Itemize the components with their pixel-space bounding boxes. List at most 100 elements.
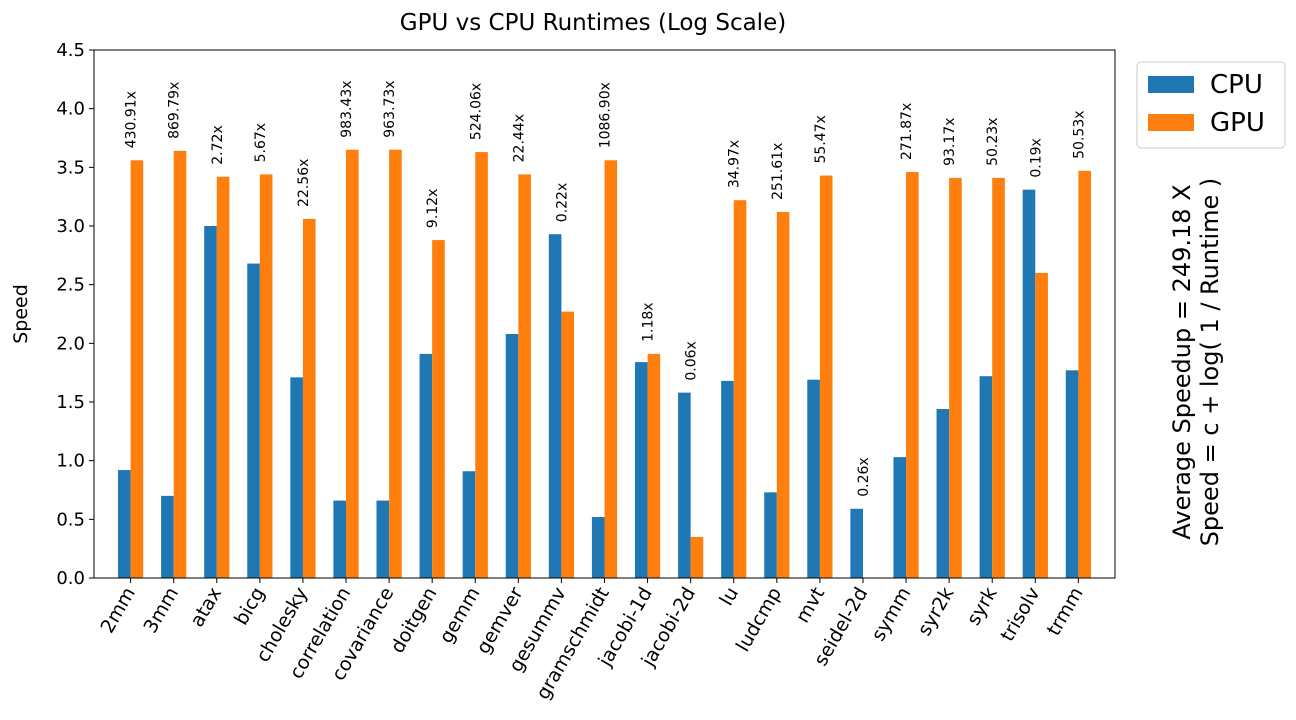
average-speedup-text: Average Speedup = 249.18 X [1168,184,1196,539]
cpu-bar [161,495,174,578]
gpu-bars [130,149,1091,579]
gpu-bar [604,160,618,578]
cpu-bar [678,392,691,578]
gpu-bar [216,176,230,578]
cpu-bar [850,508,863,578]
x-axis: 2mm 3mm atax bicgcholeskycorrelationcovaria… [96,578,1088,703]
legend-swatch-cpu [1148,76,1194,93]
cpu-bar [721,380,734,578]
cpu-bar [807,379,820,578]
x-tick-label: 3mm [139,584,183,638]
cpu-bar [333,500,347,578]
gpu-bar [130,160,144,578]
y-tick-label: 1.5 [56,392,85,413]
y-tick-label: 0.5 [56,509,85,530]
gpu-bar [647,353,661,578]
gpu-bar [432,240,445,578]
x-tick-label: syr2k [913,584,958,640]
legend: CPU GPU [1136,61,1286,149]
x-tick-label: symm [867,584,915,645]
gpu-bar [906,172,919,578]
speedup-label: 22.44x [511,114,527,162]
x-tick-label: bicg [230,584,269,630]
x-tick-label: syrk [963,584,1002,630]
gpu-bar [949,177,962,579]
y-axis-title: Speed [10,284,32,344]
gpu-bar [475,152,488,578]
speedup-label: 983.43x [339,80,355,137]
y-tick-label: 1.0 [56,451,85,472]
speedup-label: 1086.90x [598,82,614,148]
x-tick-label: mvt [792,584,830,627]
y-tick-label: 4.5 [56,40,85,61]
x-tick-label: atax [186,584,226,631]
cpu-bar [118,470,131,578]
x-tick-label: 2mm [96,584,140,638]
y-axis: 0.0 0.5 1.0 1.5 2.0 2.5 3.0 3.5 4.0 4.5 [56,40,94,589]
cpu-bar [979,376,993,578]
cpu-bar [634,362,648,578]
gpu-bar [518,174,531,578]
speedup-label: 50.53x [1071,110,1087,158]
gpu-bar [1035,272,1048,578]
y-tick-label: 2.5 [56,275,85,296]
gpu-bar [992,177,1005,579]
speedup-label: 2.72x [210,125,226,164]
gpu-bar [819,175,833,578]
gpu-bar [346,149,359,578]
y-tick-label: 2.0 [56,333,85,354]
x-tick-label: trisolv [996,584,1044,646]
cpu-bar [290,377,303,578]
x-tick-label: trmm [1043,584,1088,640]
cpu-bar [548,234,562,579]
cpu-bar [764,492,777,578]
speedup-label: 50.23x [985,118,1001,166]
legend-swatch-gpu [1148,114,1194,131]
speedup-label: 524.06x [468,83,484,140]
gpu-bar [1078,170,1091,578]
y-tick-label: 3.5 [56,157,85,178]
side-annotation: Average Speedup = 249.18 X Speed = c + l… [1168,178,1224,547]
speedup-label: 963.73x [382,80,398,137]
speedup-label: 55.47x [813,115,829,163]
speedup-label: 869.79x [167,82,183,139]
speedup-label: 251.61x [770,143,786,200]
speedup-label: 271.87x [899,103,915,160]
cpu-bar [1022,189,1036,579]
chart-title: GPU vs CPU Runtimes (Log Scale) [400,10,786,36]
cpu-bar [936,409,950,578]
gpu-bar [259,174,273,578]
y-tick-label: 0.0 [56,568,85,589]
legend-label-cpu: CPU [1210,70,1263,100]
cpu-bar [376,500,390,578]
speedup-label: 1.18x [641,302,657,341]
speed-formula-text: Speed = c + log( 1 / Runtime ) [1196,178,1224,547]
speedup-label: 93.17x [942,118,958,166]
cpu-bar [462,471,476,578]
cpu-bar [1065,370,1079,578]
x-tick-label: lu [715,584,743,610]
gpu-bar [389,149,402,578]
speedup-label: 0.26x [856,457,872,496]
cpu-bar [247,263,260,578]
y-tick-label: 4.0 [56,99,85,120]
speedup-label: 34.97x [727,140,743,188]
gpu-bar [690,536,704,578]
gpu-bar [776,211,790,579]
speedup-label: 22.56x [296,159,312,207]
cpu-bar [204,226,217,578]
legend-label-gpu: GPU [1210,108,1265,138]
y-tick-label: 3.0 [56,216,85,237]
cpu-bars [118,189,1079,579]
speedup-label: 0.22x [554,183,570,222]
speedup-label: 0.19x [1028,138,1044,177]
speedup-label: 5.67x [253,123,269,162]
cpu-bar [419,353,433,578]
speedup-label: 9.12x [425,189,441,228]
gpu-bar [173,150,187,578]
gpu-bar [302,218,316,578]
cpu-bar [505,333,519,578]
gpu-bar [561,311,575,578]
speedup-labels: 430.91x 869.79x 2.72x 5.67x 22.56x 983.43x 963… [124,80,1088,496]
